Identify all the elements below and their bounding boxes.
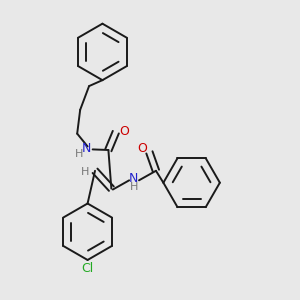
- Text: N: N: [129, 172, 138, 185]
- Text: N: N: [81, 142, 91, 155]
- Text: O: O: [137, 142, 147, 155]
- Text: O: O: [119, 125, 129, 138]
- Text: H: H: [130, 182, 138, 192]
- Text: H: H: [75, 149, 84, 160]
- Text: Cl: Cl: [82, 262, 94, 275]
- Text: H: H: [81, 167, 90, 177]
